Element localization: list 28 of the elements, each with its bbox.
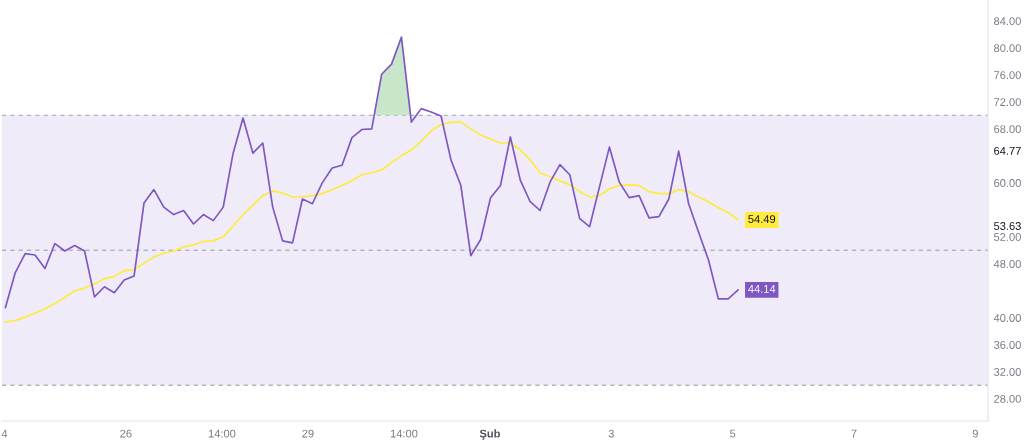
y-tick-label: 84.00 xyxy=(994,17,1021,26)
y-tick-label: 60.00 xyxy=(994,179,1021,187)
x-tick-label: 3 xyxy=(608,429,614,438)
x-tick-label: 26 xyxy=(120,429,132,438)
x-tick-label: 9 xyxy=(972,429,978,438)
y-tick-label: 76.00 xyxy=(994,71,1021,80)
data-label: 44.14 xyxy=(748,285,776,293)
data-label: 54.49 xyxy=(748,215,776,223)
y-tick-label: 72.00 xyxy=(994,98,1021,107)
y-tick-label: 40.00 xyxy=(993,314,1021,322)
y-tick-label: 32.00 xyxy=(993,368,1021,376)
y-tick-label: 28.00 xyxy=(994,395,1021,403)
y-tick-label: 52.00 xyxy=(994,233,1021,241)
x-tick-label: Şub xyxy=(479,429,500,440)
y-tick-label: 68.00 xyxy=(994,125,1021,133)
y-tick-label: 64.77 xyxy=(994,146,1021,155)
y-tick-label: 80.00 xyxy=(994,44,1021,53)
x-tick-label: 29 xyxy=(302,429,314,438)
x-tick-label: 7 xyxy=(851,429,857,438)
x-tick-label: 14:00 xyxy=(208,429,236,438)
y-tick-label: 48.00 xyxy=(993,260,1021,268)
x-tick-label: 4 xyxy=(1,429,8,438)
x-tick-label: 14:00 xyxy=(390,429,418,438)
y-tick-label: 36.00 xyxy=(993,341,1021,349)
x-tick-label: 5 xyxy=(730,429,736,438)
line-series xyxy=(4,121,739,323)
line-series xyxy=(4,36,739,309)
y-tick-label: 53.63 xyxy=(994,222,1021,230)
